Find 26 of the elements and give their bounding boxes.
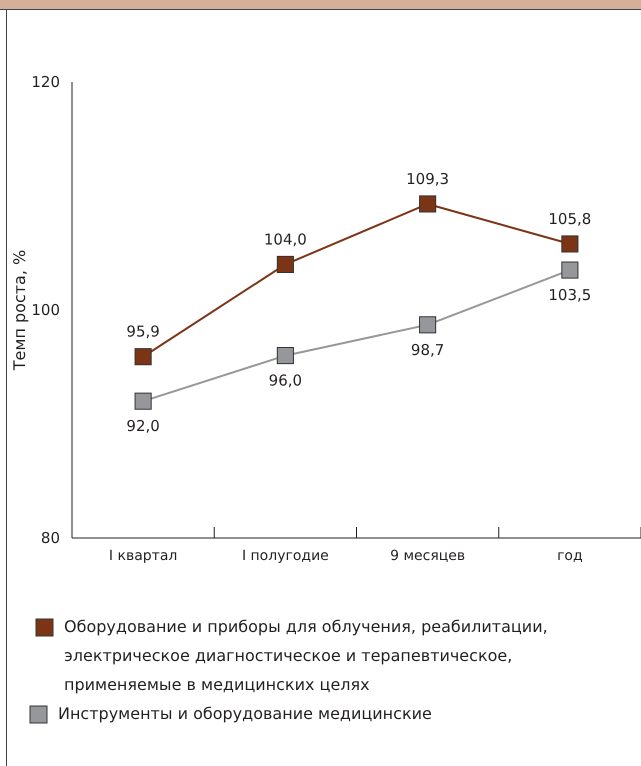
point bbox=[134, 392, 152, 410]
y-tick-label: 120 bbox=[31, 72, 60, 91]
legend-label: Оборудование и приборы для облучения, реабилитации, электрическое диагностическое и терапевтическое, применяемые в медицинских целях bbox=[64, 617, 548, 694]
legend-label: Инструменты и оборудование медицинские bbox=[58, 704, 432, 723]
data-label: 96,0 bbox=[268, 372, 302, 390]
data-label: 105,8 bbox=[548, 210, 592, 228]
data-label: 103,5 bbox=[548, 286, 592, 304]
point bbox=[561, 235, 578, 252]
point bbox=[276, 347, 294, 364]
data-label: 98,7 bbox=[410, 340, 444, 359]
data-label: 95,9 bbox=[126, 322, 160, 341]
x-tick-label: I квартал bbox=[108, 548, 178, 564]
point bbox=[419, 195, 436, 213]
data-label: 92,0 bbox=[126, 417, 160, 436]
data-label: 109,3 bbox=[406, 170, 450, 188]
point bbox=[561, 262, 578, 279]
x-tick-label: I полугодие bbox=[242, 548, 329, 564]
y-tick-label: 80 bbox=[40, 528, 60, 547]
x-tick-label: год bbox=[557, 548, 583, 564]
x-tick-label: 9 месяцев bbox=[390, 548, 466, 564]
data-label: 104,0 bbox=[264, 230, 307, 248]
y-axis-title: Темп роста, % bbox=[10, 250, 29, 372]
point bbox=[134, 348, 152, 366]
point bbox=[419, 316, 436, 334]
y-tick-label: 100 bbox=[31, 300, 60, 319]
point bbox=[276, 256, 294, 273]
